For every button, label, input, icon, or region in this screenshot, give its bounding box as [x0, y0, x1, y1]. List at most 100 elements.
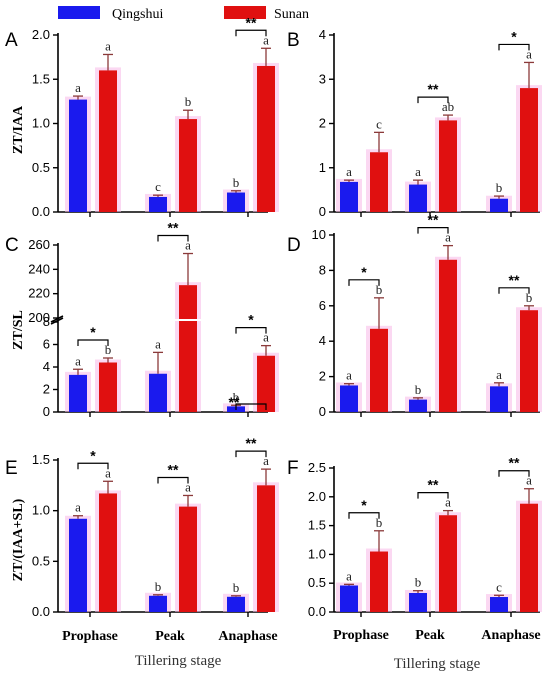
bar-sunan-anaphase [257, 485, 275, 612]
significance-letter: a [346, 368, 352, 383]
panels: 0.00.51.01.52.0aacbba**01234acaab**ba*02… [28, 14, 542, 619]
category-label-anaphase: Anaphase [481, 628, 540, 643]
chart-panel-f: 0.0 0.5 1.0 1.5 2.0 2.5 a b * b a ** c a ** [308, 455, 542, 619]
significance-letter: b [376, 515, 383, 530]
bar-sunan-anaphase [520, 503, 538, 612]
xlabel-right: Tillering stage [394, 656, 481, 672]
category-label-prophase: Prophase [62, 629, 118, 644]
y-tick-label: 2 [319, 116, 326, 131]
bar-qingshui-prophase [340, 181, 358, 212]
significance-letter: b [526, 290, 533, 305]
panel-letter-a: A [5, 30, 18, 51]
panel-letter-f: F [287, 458, 299, 479]
significance-anaphase-bracket [498, 43, 530, 51]
significance-letter: a [75, 500, 81, 515]
significance-letter: a [526, 46, 532, 61]
y-tick-label: 4 [319, 333, 326, 348]
chart-panel-d: 0 2 4 6 8 10 a b * b a ** a b ** [312, 212, 542, 419]
significance-letter: a [155, 336, 161, 351]
significance-peak-bracket [417, 227, 449, 234]
y-tick-label: 220 [28, 286, 50, 301]
panel-letter-b: B [287, 30, 300, 51]
bar-qingshui-prophase [69, 374, 87, 412]
significance-anaphase-label: * [511, 28, 517, 44]
category-labels-right: Prophase Peak Anaphase [333, 628, 540, 643]
significance-letter: b [233, 389, 240, 404]
significance-letter: b [415, 575, 422, 590]
category-label-peak: Peak [155, 629, 185, 644]
ylabel-row1: ZT/IAA [11, 105, 26, 154]
y-tick-label: 0 [319, 404, 326, 419]
y-tick-label: 6 [43, 337, 50, 352]
significance-letter: a [185, 479, 191, 494]
bar-sunan-peak [439, 120, 457, 212]
bar-sunan-prophase [99, 362, 117, 412]
y-tick-label: 1.0 [32, 503, 50, 518]
bar-qingshui-peak [409, 399, 427, 412]
bar-qingshui-prophase [340, 585, 358, 612]
bar-qingshui-anaphase [490, 198, 508, 212]
significance-letter: a [415, 164, 421, 179]
category-label-prophase: Prophase [333, 628, 389, 643]
bar-qingshui-peak [409, 592, 427, 612]
y-tick-label: 0.5 [32, 160, 50, 175]
significance-anaphase-bracket [235, 29, 267, 37]
bar-sunan-peak-break-gap [174, 319, 202, 321]
significance-anaphase-label: ** [246, 435, 257, 451]
significance-letter: b [376, 282, 383, 297]
significance-prophase-bracket [348, 512, 380, 519]
y-tick-label: 0.0 [32, 204, 50, 219]
y-tick-label: 8 [43, 314, 50, 329]
bar-qingshui-anaphase [490, 386, 508, 412]
bar-qingshui-prophase [340, 385, 358, 412]
y-tick-label: 0 [43, 404, 50, 419]
significance-letter: a [496, 367, 502, 382]
significance-letter: a [346, 568, 352, 583]
significance-peak-label: ** [168, 220, 179, 236]
y-tick-label: 1.5 [308, 518, 326, 533]
significance-letter: b [155, 579, 162, 594]
significance-anaphase-label: * [248, 312, 254, 328]
y-tick-label: 10 [312, 227, 326, 242]
axis-break-mark [50, 315, 64, 323]
significance-anaphase-bracket [498, 287, 530, 294]
y-tick-label: 0.0 [308, 604, 326, 619]
significance-prophase-bracket [348, 279, 380, 286]
y-tick-label: 1.5 [32, 452, 50, 467]
bar-sunan-peak [439, 259, 457, 412]
category-label-anaphase: Anaphase [218, 629, 277, 644]
chart-panel-a: 0.0 0.5 1.0 1.5 2.0 a a c b b a ** [32, 14, 279, 219]
significance-anaphase-bracket [235, 450, 267, 458]
legend: Qingshui Sunan [58, 6, 309, 22]
significance-peak-bracket [157, 234, 189, 242]
bar-sunan-anaphase [520, 88, 538, 212]
y-tick-label: 2 [319, 369, 326, 384]
axis-break-mark [50, 317, 64, 325]
y-tick-label: 8 [319, 262, 326, 277]
significance-letter: c [155, 179, 161, 194]
bar-sunan-anaphase [257, 65, 275, 212]
bar-sunan-peak [179, 119, 197, 212]
significance-letter: a [75, 80, 81, 95]
y-tick-label: 2 [43, 382, 50, 397]
bar-sunan-prophase [99, 493, 117, 612]
bar-qingshui-prophase [69, 99, 87, 212]
significance-prophase-label: * [90, 324, 96, 340]
significance-letter: a [185, 238, 191, 253]
bar-qingshui-anaphase [490, 597, 508, 612]
significance-letter: ab [442, 99, 454, 114]
y-tick-label: 3 [319, 71, 326, 86]
bar-sunan-prophase [370, 328, 388, 412]
y-tick-label: 200 [28, 310, 50, 325]
significance-letter: a [263, 32, 269, 47]
chart-panel-b: 0 1 2 3 4 a c a ab** b a * [319, 27, 542, 219]
significance-peak-label: ** [168, 461, 179, 477]
significance-peak-bracket [157, 476, 189, 484]
significance-anaphase-label: ** [246, 14, 257, 30]
significance-prophase-label: * [361, 264, 367, 280]
y-tick-label: 1 [319, 160, 326, 175]
significance-letter: b [185, 94, 192, 109]
y-tick-label: 240 [28, 261, 50, 276]
significance-anaphase-bracket [498, 470, 530, 477]
